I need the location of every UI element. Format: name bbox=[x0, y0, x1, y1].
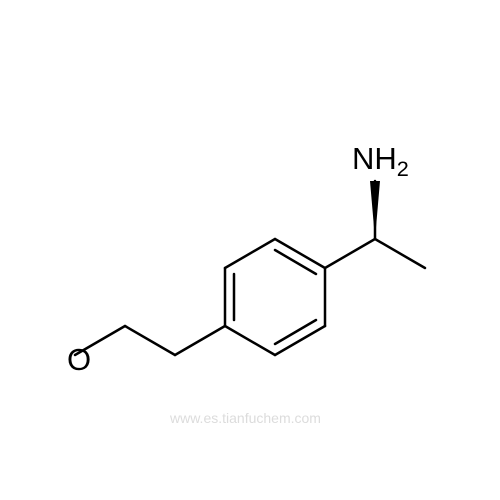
structure-container: O NH2 www.es.tianfuchem.com bbox=[0, 0, 500, 500]
watermark-text: www.es.tianfuchem.com bbox=[170, 410, 321, 426]
oxygen-atom-label: O bbox=[67, 344, 91, 375]
amine-NH: NH bbox=[352, 141, 397, 176]
amine-sub-2: 2 bbox=[397, 156, 409, 181]
amine-group-label: NH2 bbox=[352, 143, 409, 180]
